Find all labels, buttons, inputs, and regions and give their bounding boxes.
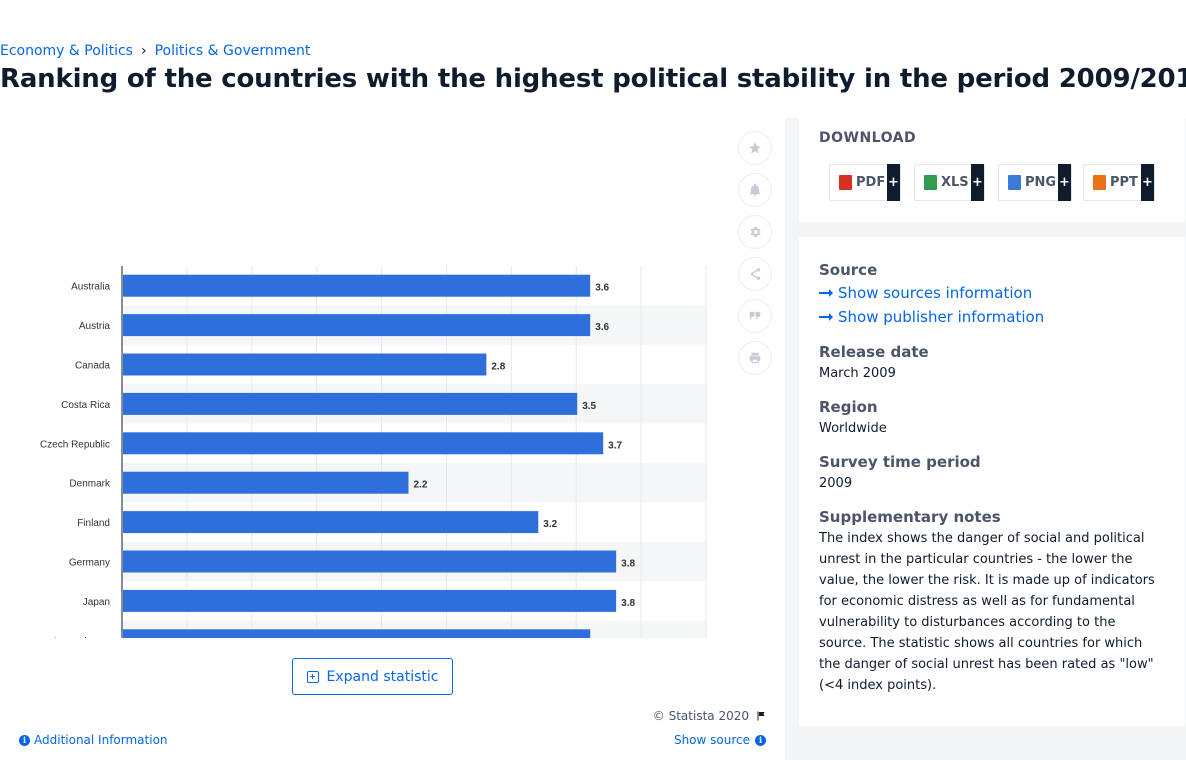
data-label: 3.2: [543, 519, 557, 530]
bar-chart: Australia 3.6 Austria 3.6 Canada 2.8 Costa Ric…: [40, 266, 707, 638]
png-file-icon: [1008, 175, 1021, 190]
download-ppt-plus[interactable]: +: [1141, 164, 1154, 201]
settings-button[interactable]: [738, 215, 772, 249]
bar-denmark: [123, 471, 409, 494]
copyright: © Statista 2020: [653, 709, 767, 723]
arrow-right-icon: [819, 313, 833, 321]
show-publisher-label: Show publisher information: [838, 308, 1045, 326]
region-label: Region: [819, 398, 878, 416]
release-date-label: Release date: [819, 343, 929, 361]
bar-australia: [123, 274, 591, 297]
header: Economy & Politics › Politics & Governme…: [0, 0, 1186, 118]
data-label: 3.8: [621, 598, 635, 609]
breadcrumb-item-politics[interactable]: Politics & Government: [154, 43, 311, 59]
category-label: Finland: [77, 518, 110, 529]
gear-icon: [750, 226, 761, 238]
additional-information-label: Additional Information: [34, 733, 168, 747]
region-value: Worldwide: [819, 421, 887, 436]
expand-statistic-label: Expand statistic: [326, 668, 439, 685]
release-date-value: March 2009: [819, 366, 896, 381]
download-panel: DOWNLOAD PDF + XLS + PNG + PPT +: [799, 118, 1185, 222]
download-xls-label: XLS: [941, 175, 969, 190]
download-png-label: PNG: [1025, 175, 1057, 190]
download-png-button[interactable]: PNG +: [998, 164, 1072, 201]
download-ppt-label: PPT: [1110, 175, 1138, 190]
notification-button[interactable]: [738, 173, 772, 207]
breadcrumb-item-economy[interactable]: Economy & Politics: [0, 43, 133, 59]
bar-austria: [123, 314, 591, 337]
category-label: Czech Republic: [40, 439, 110, 450]
download-pdf-plus[interactable]: +: [887, 164, 900, 201]
show-sources-link[interactable]: Show sources information: [819, 284, 1032, 302]
copyright-text: © Statista 2020: [652, 709, 749, 723]
breadcrumb: Economy & Politics › Politics & Governme…: [0, 43, 310, 59]
print-icon: [749, 352, 761, 364]
download-pdf-label: PDF: [856, 175, 886, 190]
star-icon: [749, 142, 761, 154]
bar-czech-republic: [123, 432, 604, 455]
download-xls-plus[interactable]: +: [971, 164, 984, 201]
bar-luxembourg: [123, 629, 591, 638]
category-label: Austria: [79, 321, 111, 332]
show-sources-label: Show sources information: [838, 284, 1033, 302]
download-title: DOWNLOAD: [819, 130, 917, 146]
bar-germany: [123, 550, 617, 573]
pdf-file-icon: [839, 175, 852, 190]
bar-costa-rica: [123, 392, 578, 415]
plus-square-icon: [306, 670, 319, 683]
supplementary-notes-label: Supplementary notes: [819, 508, 1001, 526]
expand-statistic-button[interactable]: Expand statistic: [292, 658, 453, 695]
download-xls-button[interactable]: XLS +: [914, 164, 985, 201]
category-label: Luxembourg: [54, 636, 110, 638]
category-label: Germany: [69, 558, 110, 569]
ppt-file-icon: [1093, 175, 1106, 190]
survey-period-value: 2009: [819, 476, 853, 491]
cite-button[interactable]: [738, 299, 772, 333]
favorite-button[interactable]: [738, 131, 772, 165]
data-label: 3.6: [595, 637, 609, 638]
download-pdf-button[interactable]: PDF +: [829, 164, 901, 201]
bar-canada: [123, 353, 487, 376]
chart-card: Australia 3.6 Austria 3.6 Canada 2.8 Costa Ric…: [0, 118, 785, 760]
show-source-link[interactable]: Show source i: [674, 733, 766, 747]
xls-file-icon: [924, 175, 937, 190]
supplementary-notes-text: The index shows the danger of social and…: [819, 531, 1155, 693]
flag-icon[interactable]: [755, 710, 767, 722]
source-label: Source: [819, 261, 878, 279]
data-label: 3.6: [595, 283, 609, 294]
chart-toolbar: [738, 131, 772, 383]
category-label: Canada: [75, 361, 110, 372]
category-label: Australia: [71, 282, 110, 293]
survey-period-label: Survey time period: [819, 453, 981, 471]
category-label: Japan: [83, 597, 110, 608]
category-label: Denmark: [69, 479, 111, 490]
bar-japan: [123, 589, 617, 612]
arrow-right-icon: [819, 289, 833, 297]
show-source-label: Show source: [673, 733, 750, 747]
bell-icon: [749, 183, 761, 196]
info-icon: i: [755, 734, 766, 746]
data-label: 3.7: [608, 440, 622, 451]
category-label: Costa Rica: [61, 400, 110, 411]
share-button[interactable]: [738, 257, 772, 291]
data-label: 3.8: [621, 559, 635, 570]
info-icon: i: [19, 734, 30, 746]
show-publisher-link[interactable]: Show publisher information: [819, 308, 1044, 326]
additional-information-link[interactable]: i Additional Information: [19, 733, 168, 747]
bar-finland: [123, 511, 539, 534]
breadcrumb-separator: ›: [140, 43, 147, 59]
download-ppt-button[interactable]: PPT +: [1083, 164, 1155, 201]
data-label: 3.5: [582, 401, 596, 412]
page-title: Ranking of the countries with the highes…: [0, 64, 1186, 94]
data-label: 2.8: [491, 362, 505, 373]
download-png-plus[interactable]: +: [1058, 164, 1071, 201]
data-label: 2.2: [414, 480, 428, 491]
statistic-details-panel: Source Show sources information Show pub…: [799, 237, 1185, 726]
quote-icon: [749, 311, 761, 320]
data-label: 3.6: [595, 322, 609, 333]
print-button[interactable]: [738, 341, 772, 375]
share-icon: [750, 268, 761, 280]
